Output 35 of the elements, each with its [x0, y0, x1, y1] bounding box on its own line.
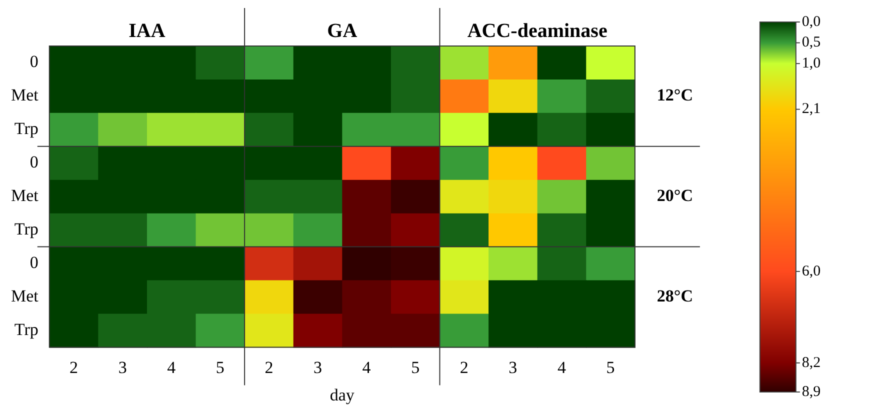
x-tick-label: 3 [314, 358, 322, 377]
text: IAA [128, 20, 166, 42]
y-tick-label: Met [10, 186, 39, 206]
color-bar-label: 0,0 [802, 14, 821, 30]
x-tick-label: 3 [118, 358, 127, 377]
y-tick-label: 0 [30, 253, 38, 272]
y-tick-label: Trp [14, 220, 38, 239]
y-tick-label: Met [10, 86, 39, 105]
y-tick-label: Trp [14, 320, 38, 339]
color-bar-label: 1,0 [802, 56, 821, 72]
x-tick-label: 4 [167, 358, 176, 377]
x-tick-label: 2 [70, 358, 78, 377]
y-tick-label: Met [10, 286, 39, 306]
text: ACC-deaminase [467, 20, 608, 42]
y-tick-label: 0 [30, 152, 38, 172]
x-tick-label: 2 [264, 358, 274, 377]
color-bar-label: 8,2 [802, 354, 821, 371]
x-tick-label: 2 [460, 358, 468, 377]
y2-tick-label: 20°C [656, 186, 694, 205]
color-bar-label: 6,0 [802, 263, 821, 280]
x-tick-label: 5 [216, 358, 224, 377]
color-bar-label: 2,1 [802, 101, 821, 118]
x-tick-label: 4 [362, 358, 372, 377]
x-tick-label: 3 [508, 358, 518, 377]
y2-tick-label: 12°C [656, 86, 694, 105]
text: GA [327, 20, 358, 42]
color-bar-label: 0,5 [802, 34, 821, 51]
y2-tick-label: 28°C [656, 286, 694, 306]
color-bar-label: 8,9 [802, 384, 821, 400]
x-tick-label: 5 [411, 358, 420, 377]
x-tick-label: 5 [606, 358, 615, 377]
x-axis-title: day [330, 385, 355, 404]
y-tick-label: 0 [30, 52, 38, 72]
x-tick-label: 4 [557, 358, 566, 377]
y-tick-label: Trp [14, 119, 38, 138]
